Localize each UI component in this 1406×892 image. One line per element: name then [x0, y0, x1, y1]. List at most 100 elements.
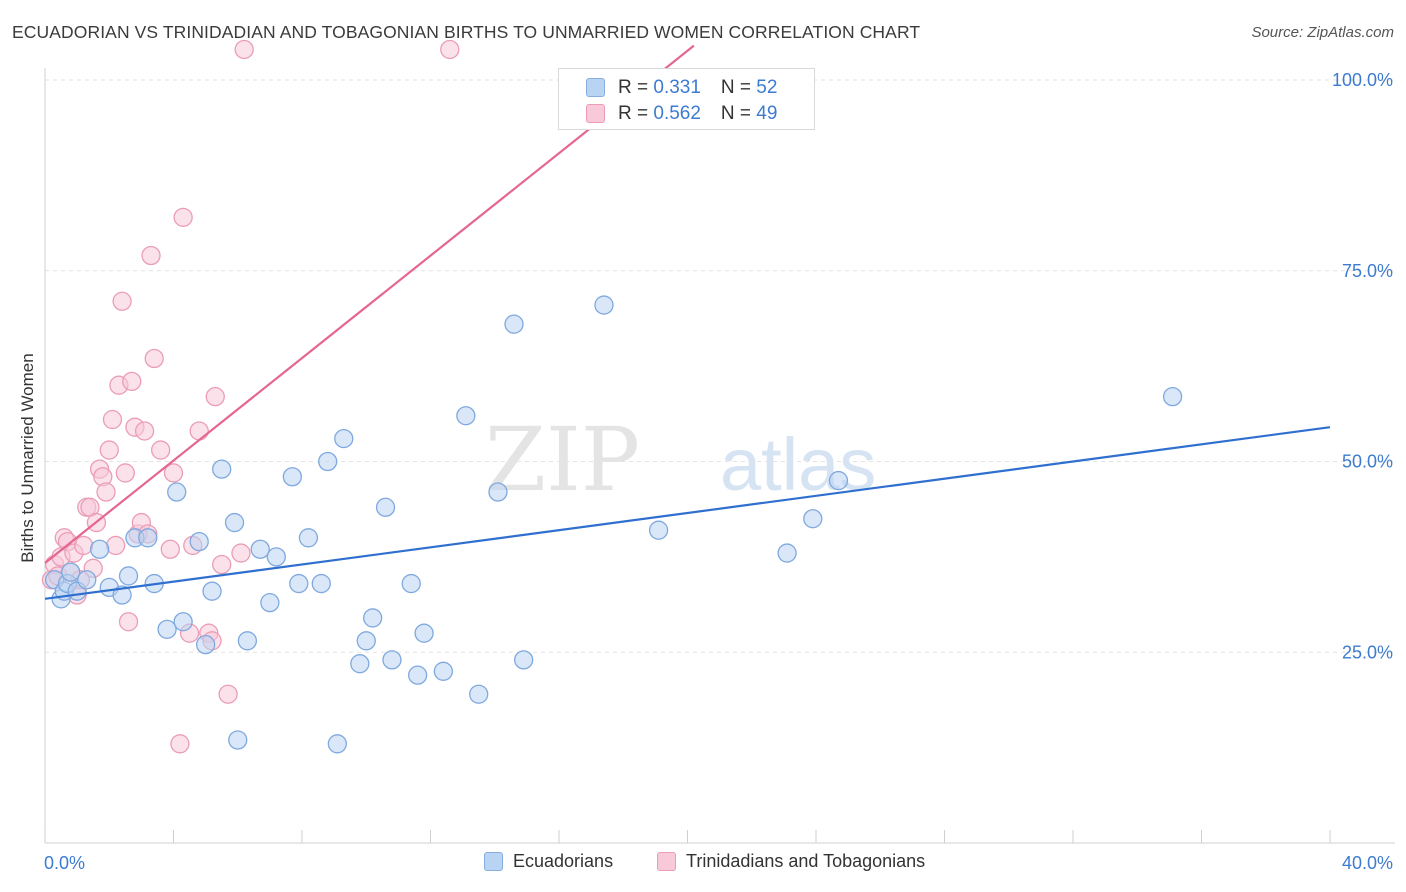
watermark-zip: ZIP	[485, 408, 640, 511]
ecuadorian-point	[401, 573, 421, 594]
tick-labels: 25.0% 50.0% 75.0% 100.0% 0.0% 40.0%	[44, 70, 1393, 873]
legend-r-value: 0.562	[653, 103, 701, 124]
y-tick-label: 75.0%	[1342, 261, 1393, 281]
trend-lines	[44, 44, 1331, 600]
trinidadian-point	[205, 386, 225, 407]
ecuadorian-point	[456, 406, 476, 426]
ecuadorian-point	[260, 593, 280, 613]
ecuadorian-point	[828, 470, 849, 491]
axis-layer	[44, 68, 1395, 844]
trinidadian-point	[212, 554, 232, 575]
ecuadorian-point	[382, 650, 402, 670]
legend-r-text: R = 0.562 N = 49	[618, 103, 778, 124]
trinidadian-point	[173, 207, 193, 227]
trinidadian-point	[150, 440, 171, 460]
ecuadorian-point	[202, 581, 222, 601]
ecuadorian-point	[167, 482, 187, 502]
watermark-atlas: atlas	[720, 423, 876, 506]
trinidadian-point	[144, 348, 164, 369]
ecuadorian-point	[803, 509, 823, 529]
ecuadorian-point	[363, 608, 383, 628]
trinidadian-trend-line	[44, 44, 695, 564]
trinidadian-point	[231, 543, 251, 563]
legend-n-value: 49	[756, 103, 778, 124]
trinidadian-point	[99, 440, 119, 460]
ecuadorian-point	[266, 547, 286, 567]
ecuadorian-point	[334, 428, 354, 449]
ecuadorian-point	[777, 543, 797, 563]
trinidadian-point	[134, 421, 155, 441]
trinidadian-point	[73, 535, 94, 556]
legend-n-value: 52	[756, 77, 778, 98]
ecuadorian-point	[173, 612, 193, 632]
y-axis-label: Births to Unmarried Women	[18, 353, 37, 563]
legend-r-text: R = 0.331 N = 52	[618, 77, 778, 98]
ecuadorian-point	[77, 570, 97, 590]
trinidadian-point	[122, 371, 142, 392]
ecuadorian-point	[414, 623, 434, 643]
trinidadian-point	[118, 612, 139, 632]
trinidadian-point	[170, 734, 190, 754]
ecuadorian-point	[594, 295, 614, 315]
grid-layer	[45, 79, 1395, 653]
trinidadian-point	[440, 39, 460, 60]
legend-label: Trinidadians and Tobagonians	[686, 851, 926, 871]
ecuadorian-point	[89, 539, 110, 559]
ecuadorian-point	[311, 573, 331, 594]
ecuadorian-point	[648, 520, 669, 540]
trinidadian-point	[218, 684, 238, 704]
trinidadian-point	[96, 482, 116, 502]
legend-swatch-blue	[484, 852, 503, 871]
ecuadorian-point	[327, 734, 347, 754]
x-tick-label: 40.0%	[1342, 853, 1393, 873]
ecuadorian-point	[407, 665, 428, 685]
ecuadorian-point	[157, 619, 177, 640]
chart-title: ECUADORIAN VS TRINIDADIAN AND TOBAGONIAN…	[12, 22, 921, 42]
legend-label: Ecuadorians	[513, 851, 614, 871]
trinidadian-point	[163, 463, 184, 483]
ecuadorian-point	[189, 531, 209, 552]
ecuadorian-point	[138, 528, 158, 548]
y-tick-label: 50.0%	[1342, 452, 1393, 472]
trinidadian-point	[102, 409, 123, 430]
x-tick-label: 0.0%	[44, 853, 85, 873]
trinidadian-point	[189, 421, 209, 441]
legend-swatch-pink	[586, 104, 605, 123]
ecuadorian-point	[250, 539, 270, 559]
trinidadian-point	[234, 39, 254, 60]
correlation-legend: R = 0.331 N = 52 R = 0.562 N = 49	[558, 68, 815, 130]
ecuadorian-point	[356, 631, 376, 651]
ecuadorian-point	[237, 631, 258, 651]
legend-swatch-pink	[657, 852, 676, 871]
ecuadorian-point	[433, 661, 454, 681]
ecuadorian-point	[118, 566, 139, 586]
legend-r-value: 0.331	[653, 77, 701, 98]
legend-item-ecuadorians: Ecuadorians	[484, 851, 613, 872]
ecuadorian-point	[469, 684, 489, 704]
trinidadian-point	[160, 539, 180, 559]
ecuadorian-trend-line	[44, 426, 1331, 600]
ecuadorian-point	[350, 654, 370, 674]
ecuadorian-point	[514, 650, 534, 670]
ecuadorian-point	[298, 528, 319, 548]
ecuadorian-point	[282, 467, 303, 487]
ecuadorian-point	[375, 497, 396, 517]
ecuadorian-point	[212, 459, 232, 479]
ecuadorian-point	[112, 585, 132, 605]
legend-row-ecuadorians: R = 0.331 N = 52	[586, 76, 778, 100]
trinidadian-point	[106, 535, 126, 556]
ecuadorian-point	[289, 573, 309, 594]
ecuadorian-point	[195, 634, 216, 655]
ecuadorian-point	[228, 730, 248, 750]
trinidadian-point	[112, 291, 132, 311]
legend-swatch-blue	[586, 78, 605, 97]
legend-row-trinidadians: R = 0.562 N = 49	[586, 102, 778, 126]
legend-item-trinidadians: Trinidadians and Tobagonians	[657, 851, 925, 872]
trinidadian-point	[141, 245, 161, 266]
ecuadorian-point	[224, 512, 245, 533]
ecuadorian-point	[1162, 386, 1183, 407]
y-tick-label: 25.0%	[1342, 642, 1393, 662]
y-tick-label: 100.0%	[1332, 70, 1393, 90]
ecuadorian-point	[318, 451, 338, 472]
